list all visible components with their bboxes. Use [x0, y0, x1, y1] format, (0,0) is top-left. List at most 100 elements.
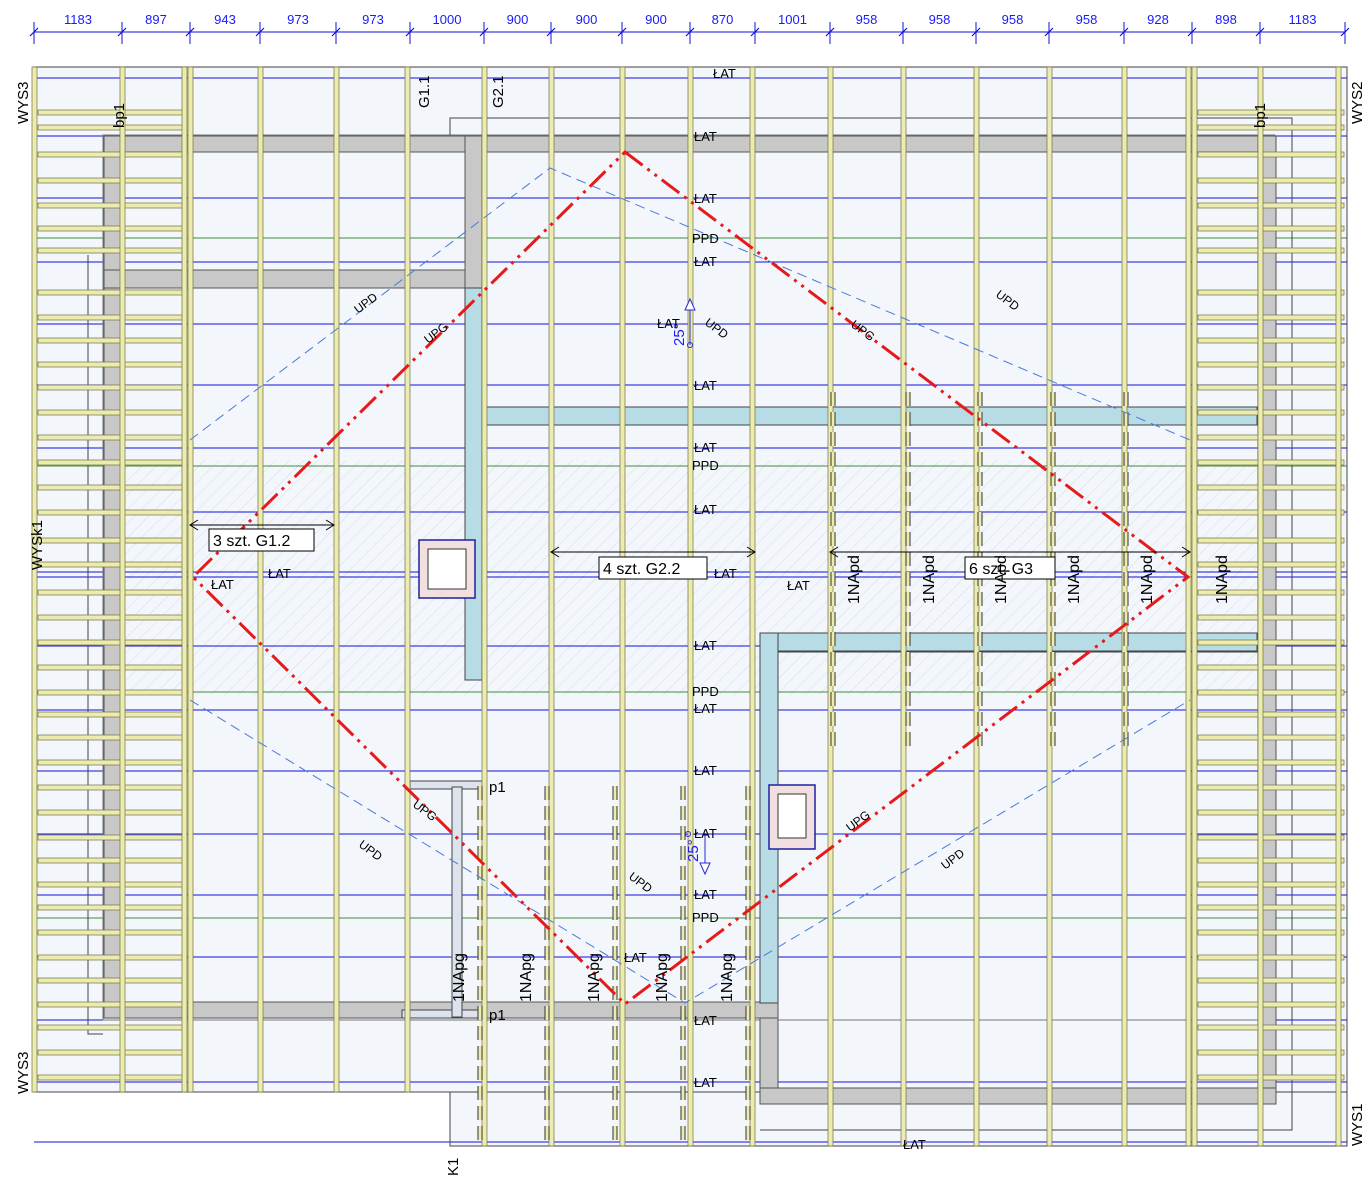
dimension-value-11: 958 — [856, 12, 878, 27]
axis-k1: K1 — [445, 1158, 462, 1176]
eave-batten-left-22 — [37, 664, 185, 671]
napd-label-4: 1NApd — [1139, 555, 1156, 604]
rafter-17 — [1185, 66, 1192, 1147]
eave-batten-left-15 — [37, 484, 185, 491]
dimension-value-5: 1000 — [433, 12, 462, 27]
labels: WYS3 WYS3 WYS2 WYS1 WYSk1 K1 bp1 bp1 G1.… — [15, 75, 1366, 1176]
napd-label-2: 1NApd — [993, 555, 1010, 604]
upd-line-top — [189, 167, 1191, 441]
eave-batten-right-3 — [1197, 177, 1345, 184]
eave-batten-right-25 — [1197, 734, 1345, 741]
p1-beam-top — [409, 780, 485, 790]
beam-g3-edge — [777, 650, 1258, 653]
eave-batten-left-35 — [37, 977, 185, 984]
napg-label-3: 1NApg — [654, 953, 671, 1002]
dimension-value-12: 958 — [929, 12, 951, 27]
lat-label-9: ŁAT — [268, 566, 291, 581]
dimension-value-6: 900 — [507, 12, 529, 27]
slope-top-label: 25° — [671, 323, 688, 346]
na-members — [477, 392, 1129, 1146]
group-extent-arrows — [189, 519, 1191, 558]
eave-batten-right-1 — [1197, 124, 1345, 131]
rafter-3 — [187, 66, 194, 1093]
eave-batten-left-18 — [37, 561, 185, 568]
eave-batten-right-36 — [1197, 1001, 1345, 1008]
rafters — [31, 66, 1342, 1147]
eave-batten-left-36 — [37, 1001, 185, 1008]
eave-batten-left-27 — [37, 784, 185, 791]
rafter-5 — [333, 66, 340, 1093]
eave-batten-right-10 — [1197, 361, 1345, 368]
axis-wysk1: WYSk1 — [29, 520, 46, 570]
rafter-14 — [973, 66, 980, 1147]
eave-batten-left-25 — [37, 734, 185, 741]
p1-beam-bottom — [401, 1009, 485, 1019]
eave-batten-right-17 — [1197, 537, 1345, 544]
napd-label-1: 1NApd — [921, 555, 938, 604]
dimension-slash-17 — [1255, 27, 1265, 37]
dimension-slash-0 — [29, 27, 39, 37]
napd-label-3: 1NApd — [1066, 555, 1083, 604]
bp1-left-label: bp1 — [111, 103, 128, 128]
dimension-slash-13 — [971, 27, 981, 37]
ppd-label-1: PPD — [692, 458, 719, 473]
eave-batten-left-28 — [37, 809, 185, 816]
rafter-13 — [900, 66, 907, 1147]
eave-batten-left-39 — [37, 1074, 185, 1081]
dimension-slash-18 — [1340, 27, 1350, 37]
bp1-right-label: bp1 — [1252, 103, 1269, 128]
eave-batten-right-19 — [1197, 589, 1345, 596]
chimney-right — [768, 784, 816, 850]
dimension-value-17: 1183 — [1289, 12, 1317, 27]
dimension-slash-1 — [117, 27, 127, 37]
axis-wys3-top: WYS3 — [15, 81, 32, 124]
lat-label-0: ŁAT — [713, 66, 736, 81]
group-g12-tag: 3 szt. G1.2 — [208, 528, 315, 552]
dimension-slash-9 — [685, 27, 695, 37]
eave-batten-right-14 — [1197, 459, 1345, 466]
beam-g22 — [481, 406, 1258, 426]
eave-batten-left-2 — [37, 151, 185, 158]
lat-label-2: ŁAT — [694, 191, 717, 206]
slope-arrow-top — [684, 297, 696, 348]
dimension-slash-4 — [331, 27, 341, 37]
eave-batten-right-27 — [1197, 784, 1345, 791]
eave-batten-right-22 — [1197, 664, 1345, 671]
eave-batten-right-9 — [1197, 337, 1345, 344]
rafter-20 — [1335, 66, 1342, 1147]
eave-batten-left-6 — [37, 247, 185, 254]
slope-bottom-label: 25° — [685, 839, 702, 862]
lat-label-3: ŁAT — [694, 254, 717, 269]
eave-batten-left-29 — [37, 834, 185, 841]
lat-label-13: ŁAT — [694, 701, 717, 716]
axis-wys1: WYS1 — [1349, 1103, 1366, 1146]
rafter-18 — [1191, 66, 1198, 1147]
eave-batten-left-17 — [37, 537, 185, 544]
lat-label-18: ŁAT — [694, 1013, 717, 1028]
upg-ridge-outline — [190, 150, 1191, 1006]
napg-label-0: 1NApg — [451, 953, 468, 1002]
lat-label-12: ŁAT — [694, 638, 717, 653]
eave-batten-left-16 — [37, 509, 185, 516]
eave-batten-left-13 — [37, 434, 185, 441]
chimney-left — [418, 539, 476, 599]
dimension-slash-8 — [617, 27, 627, 37]
dimension-value-2: 943 — [214, 12, 236, 27]
lat-label-10: ŁAT — [714, 566, 737, 581]
eave-batten-right-16 — [1197, 509, 1345, 516]
eave-batten-left-31 — [37, 881, 185, 888]
eave-batten-left-4 — [37, 202, 185, 209]
beam-g11-vertical — [464, 135, 483, 289]
eave-batten-right-34 — [1197, 954, 1345, 961]
eave-batten-right-21 — [1197, 639, 1345, 646]
group-g3-label: 6 szt. G3 — [969, 561, 1033, 578]
lat-label-1: ŁAT — [694, 129, 717, 144]
napd-label-0: 1NApd — [846, 555, 863, 604]
eave-batten-right-38 — [1197, 1049, 1345, 1056]
lat-label-15: ŁAT — [694, 826, 717, 841]
light-blue-beams — [464, 287, 1258, 1004]
eave-batten-right-35 — [1197, 977, 1345, 984]
dimension-slash-16 — [1187, 27, 1197, 37]
lat-label-8: ŁAT — [211, 577, 234, 592]
dimension-slash-10 — [750, 27, 760, 37]
